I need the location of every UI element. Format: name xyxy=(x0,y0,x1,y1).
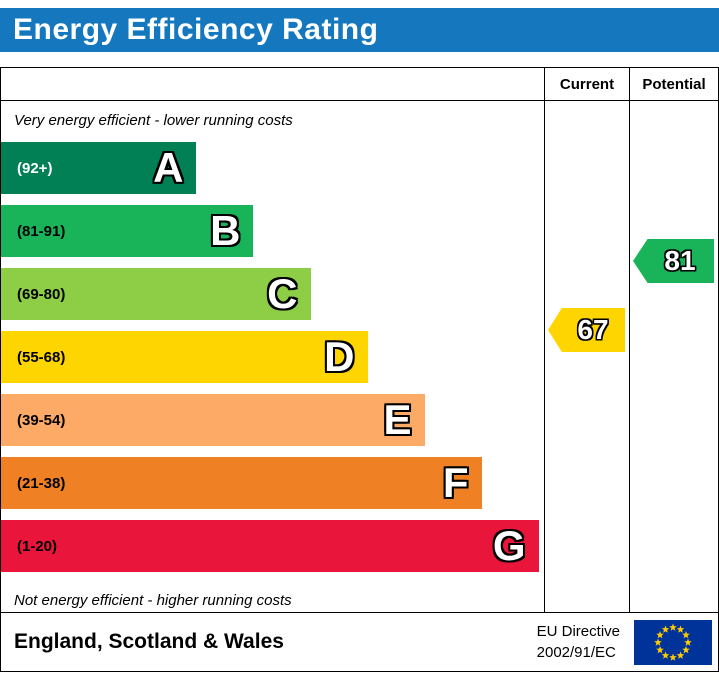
bottom-note: Not energy efficient - higher running co… xyxy=(14,592,292,609)
page-title: Energy Efficiency Rating xyxy=(13,13,379,46)
band-b-range: (81-91) xyxy=(17,222,66,240)
band-a-letter: A xyxy=(153,144,184,191)
eu-directive-line2: 2002/91/EC xyxy=(536,644,616,661)
current-rating-marker: 67 xyxy=(548,308,625,352)
potential-column-header: Potential xyxy=(629,68,718,101)
header-spacer xyxy=(1,68,544,101)
footer: England, Scotland & Wales EU Directive 2… xyxy=(1,612,718,671)
band-b-letter: B xyxy=(210,207,241,254)
eu-directive-line1: EU Directive xyxy=(536,623,620,640)
band-b-bar: (81-91) B xyxy=(1,205,254,257)
band-c-range: (69-80) xyxy=(17,285,66,303)
bands-area: Very energy efficient - lower running co… xyxy=(1,101,544,612)
top-note: Very energy efficient - lower running co… xyxy=(14,112,293,129)
title-bar: Energy Efficiency Rating xyxy=(0,8,719,52)
band-d-letter: D xyxy=(324,333,355,380)
band-e-letter: E xyxy=(383,396,412,443)
band-e: (39-54) E xyxy=(1,394,544,446)
band-c: (69-80) C xyxy=(1,268,544,320)
band-f-range: (21-38) xyxy=(17,474,66,492)
band-e-range: (39-54) xyxy=(17,411,66,429)
band-f-bar: (21-38) F xyxy=(1,457,482,509)
band-g: (1-20) G xyxy=(1,520,544,572)
current-rating-value: 67 xyxy=(577,314,609,345)
eu-directive-label: EU Directive 2002/91/EC xyxy=(537,621,620,663)
potential-rating-marker: 81 xyxy=(633,239,714,283)
band-f: (21-38) F xyxy=(1,457,544,509)
band-c-letter: C xyxy=(267,270,298,317)
band-g-range: (1-20) xyxy=(17,537,58,555)
band-b: (81-91) B xyxy=(1,205,544,257)
band-d: (55-68) D xyxy=(1,331,544,383)
band-d-bar: (55-68) D xyxy=(1,331,368,383)
band-a-bar: (92+) A xyxy=(1,142,197,194)
band-g-letter: G xyxy=(492,522,526,569)
band-g-bar: (1-20) G xyxy=(1,520,539,572)
potential-column: 81 xyxy=(629,101,718,612)
band-c-bar: (69-80) C xyxy=(1,268,311,320)
band-a-range: (92+) xyxy=(17,159,53,177)
band-f-letter: F xyxy=(442,459,469,506)
band-a: (92+) A xyxy=(1,142,544,194)
current-column-header: Current xyxy=(544,68,629,101)
current-column: 67 xyxy=(544,101,629,612)
eu-flag-icon xyxy=(634,619,712,665)
energy-rating-chart: Current Potential Very energy efficient … xyxy=(0,67,719,672)
band-d-range: (55-68) xyxy=(17,348,66,366)
potential-rating-value: 81 xyxy=(664,245,696,276)
band-e-bar: (39-54) E xyxy=(1,394,425,446)
region-label: England, Scotland & Wales xyxy=(14,630,284,653)
